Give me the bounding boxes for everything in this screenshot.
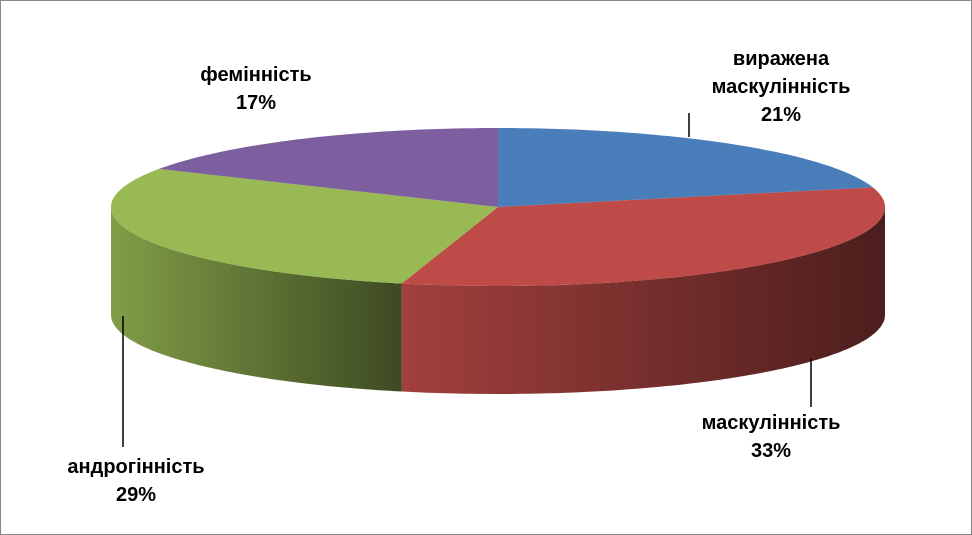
category-label: виражена маскулінність xyxy=(711,48,851,98)
slice xyxy=(111,168,498,284)
value-label: 33% xyxy=(750,440,792,462)
slice xyxy=(401,187,885,286)
slice-label: андрогінність 29% xyxy=(31,453,241,509)
category-label: андрогінність xyxy=(67,456,205,478)
slice-side xyxy=(111,207,402,392)
slice xyxy=(498,128,873,207)
slice-label: виражена маскулінність 21% xyxy=(681,45,881,129)
slice xyxy=(158,128,498,207)
category-label: маскулінність xyxy=(701,412,841,434)
category-label: фемінність xyxy=(200,64,312,86)
slice-label: фемінність 17% xyxy=(156,61,356,117)
value-label: 21% xyxy=(760,104,802,126)
value-label: 17% xyxy=(235,92,277,114)
slice-label: маскулінність 33% xyxy=(671,409,871,465)
value-label: 29% xyxy=(115,484,157,506)
slice-side xyxy=(401,207,885,394)
